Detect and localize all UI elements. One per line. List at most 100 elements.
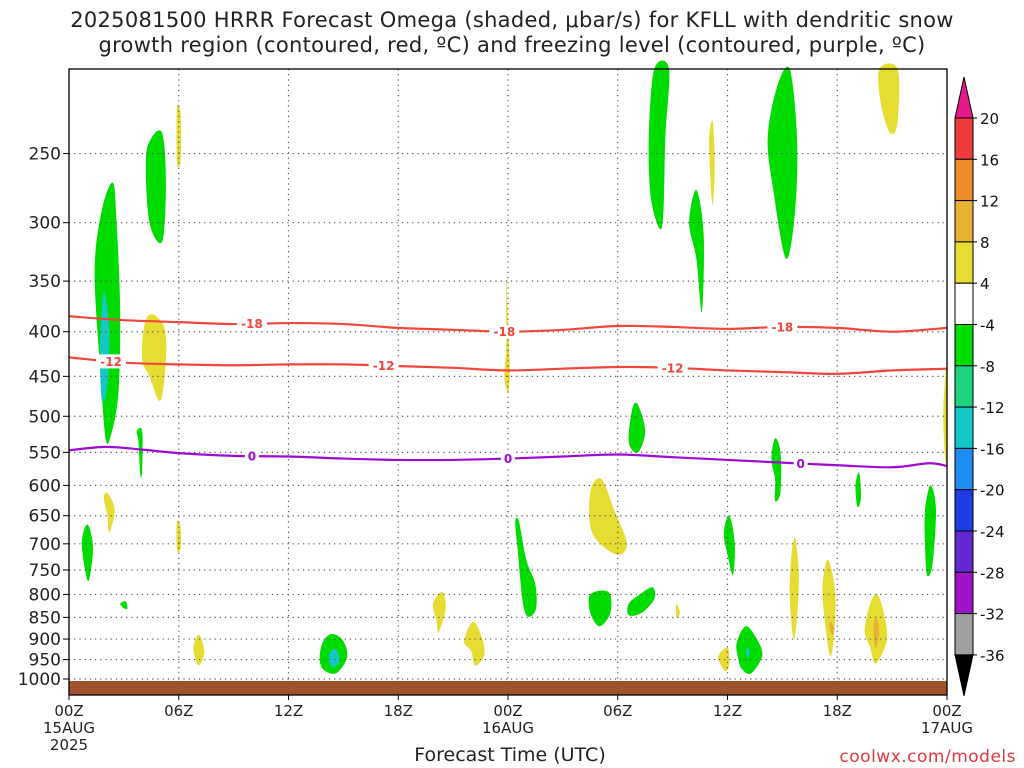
omega-region [432,591,446,634]
y-tick-label: 950 [29,651,61,671]
x-tick-label: 12Z [713,702,742,720]
y-tick-label: 650 [29,507,61,527]
colorbar-label: -36 [980,647,1005,665]
omega-region [736,626,763,675]
y-tick-label: 500 [29,407,61,427]
colorbar-label: -20 [980,482,1005,500]
omega-region [176,104,182,168]
colorbar-bin [954,282,974,326]
credit-text: coolwx.com/models [839,747,1016,767]
omega-region [745,647,750,658]
omega-region [689,189,704,313]
contour-label-bg [793,456,808,471]
colorbar-label: -8 [980,358,995,376]
contour-label-bg [657,360,688,375]
x-tick-year: 2025 [50,736,88,754]
colorbar-above-triangle [954,76,974,119]
contour-label: 0 [504,452,512,466]
contour-label: -12 [373,359,395,373]
y-tick-label: 600 [29,476,61,496]
contour-label-bg [489,324,520,339]
omega-region [176,520,182,553]
omega-region [767,66,798,260]
omega-region [855,472,862,508]
colorbar-bin [954,489,974,532]
contour-label-bg [236,316,267,331]
contour-label: -18 [241,317,263,331]
colorbar-bin [954,613,974,656]
x-tick-date: 17AUG [921,719,973,737]
omega-region [943,362,948,464]
y-tick-label: 750 [29,561,61,581]
omega-region [648,60,670,230]
colorbar-label: 8 [980,234,990,252]
colorbar-bin [954,447,974,491]
x-tick-label: 00Z [932,702,961,720]
contour-line--12 [68,356,948,375]
y-axis: 2503003504004505005506006507007508008509… [18,145,69,690]
contour-layer: -18 -18 -18 -12 -12 -12 0 0 0 [68,315,948,471]
contour-label-bg [368,358,399,373]
omega-region [120,601,128,610]
omega-region [675,603,680,618]
colorbar-label: -24 [980,523,1005,541]
chart-title-line1: 2025081500 HRRR Forecast Omega (shaded, … [70,8,954,32]
y-tick-label: 450 [29,367,61,387]
colorbar-bin [954,406,974,449]
x-tick-label: 00Z [493,702,522,720]
omega-region [103,492,115,533]
contour-label-bg [96,354,127,369]
colorbar-bin [954,117,974,160]
colorbar: 20 16 12 8 4 -4 -8 -12 -16 -20 -24 -28 -32 -36 [954,76,1005,697]
y-tick-label: 300 [29,214,61,234]
colorbar-below-triangle [954,654,974,697]
contour-label: -18 [493,325,515,339]
colorbar-bin [954,571,974,615]
omega-region [878,63,900,135]
y-tick-label: 350 [29,272,61,292]
colorbar-bin [954,324,974,367]
omega-region [709,120,715,205]
colorbar-label: 16 [980,151,999,169]
omega-region [589,478,627,555]
omega-region [515,517,537,617]
x-tick-label: 06Z [603,702,632,720]
colorbar-label: 4 [980,275,990,293]
x-tick-label: 06Z [164,702,193,720]
y-tick-label: 900 [29,630,61,650]
colorbar-label: -4 [980,317,995,335]
omega-region [628,402,646,453]
omega-region [145,130,166,244]
colorbar-label: -28 [980,564,1005,582]
y-tick-label: 400 [29,323,61,343]
contour-label-bg [501,451,515,466]
x-tick-label: 18Z [823,702,852,720]
y-tick-label: 550 [29,443,61,463]
colorbar-label: -12 [980,399,1005,417]
omega-region [723,515,735,576]
colorbar-bin [954,241,974,284]
omega-region [873,618,880,648]
omega-region [627,587,656,616]
omega-region [924,485,937,577]
colorbar-label: -32 [980,606,1005,624]
omega-region [193,634,205,666]
contour-label-bg [244,449,259,464]
contour-label: 0 [248,450,256,464]
x-tick-date: 16AUG [482,719,534,737]
chart-title-line2: growth region (contoured, red, ºC) and f… [98,33,926,57]
y-tick-label: 850 [29,608,61,628]
omega-region [717,647,730,672]
chart-title: 2025081500 HRRR Forecast Omega (shaded, … [0,8,1024,58]
y-tick-label: 700 [29,535,61,555]
x-tick-label: 00Z [54,702,83,720]
x-tick-date: 15AUG [43,719,95,737]
colorbar-bin [954,200,974,243]
contour-label: -12 [662,361,684,375]
colorbar-label: 20 [980,110,999,128]
omega-region [136,427,143,478]
colorbar-label: 12 [980,193,999,211]
omega-region [789,537,799,640]
